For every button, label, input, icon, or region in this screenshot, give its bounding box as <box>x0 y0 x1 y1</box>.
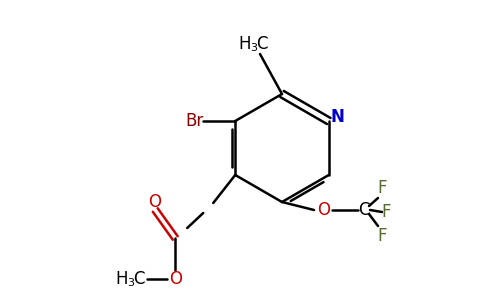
Text: O: O <box>169 270 182 288</box>
Text: C: C <box>256 35 268 53</box>
Text: F: F <box>381 203 391 221</box>
Text: C: C <box>134 270 145 288</box>
Text: O: O <box>148 193 161 211</box>
Text: 3: 3 <box>251 43 257 53</box>
Text: F: F <box>377 179 387 197</box>
Text: N: N <box>331 108 345 126</box>
Text: H: H <box>115 270 127 288</box>
Text: Br: Br <box>185 112 203 130</box>
Text: H: H <box>239 35 251 53</box>
Text: O: O <box>318 201 331 219</box>
Text: 3: 3 <box>127 278 134 288</box>
Text: F: F <box>377 227 387 245</box>
Text: C: C <box>358 201 370 219</box>
